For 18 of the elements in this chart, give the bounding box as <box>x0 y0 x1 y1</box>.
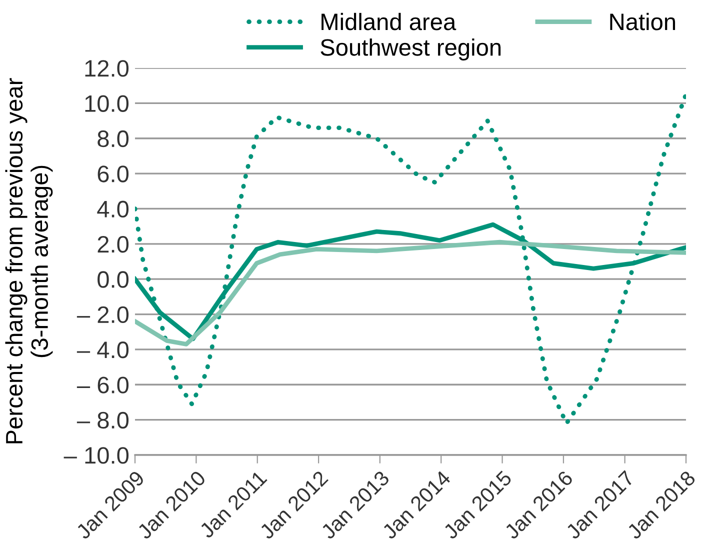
y-tick-label: – 10.0 <box>64 447 129 464</box>
y-tick-label: 6.0 <box>98 166 129 182</box>
legend-label: Nation <box>610 12 676 30</box>
y-tick-label: 4.0 <box>97 200 129 218</box>
y-tick-label: – 4.0 <box>76 342 129 358</box>
y-tick-label: 12.0 <box>85 60 129 77</box>
line-series <box>135 92 686 426</box>
y-tick-label: 2.0 <box>98 236 129 253</box>
legend-label: Midland area <box>322 12 456 30</box>
y-tick-label: 10.0 <box>85 95 129 112</box>
y-tick-label: – 2.0 <box>76 306 129 324</box>
line-series <box>135 240 686 346</box>
legend-label: Southwest region <box>320 38 501 60</box>
y-tick-label: 8.0 <box>98 130 129 148</box>
y-tick-label: – 8.0 <box>76 412 129 429</box>
y-tick-label: – 6.0 <box>76 376 129 394</box>
y-tick-label: 0.0 <box>98 271 129 288</box>
y-axis-title: Percent change from previous year (3-month average) <box>5 78 53 444</box>
